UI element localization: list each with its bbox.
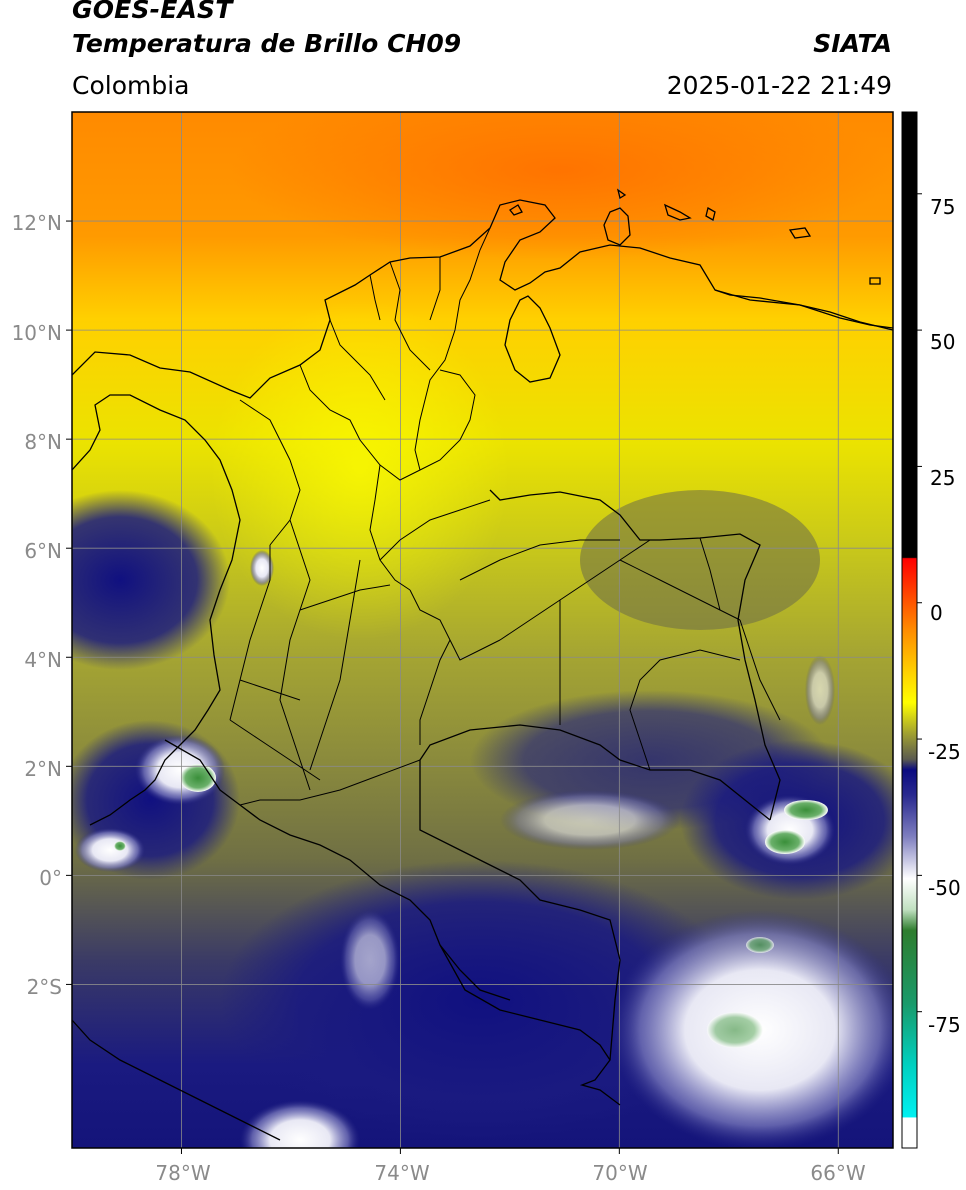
internal-department-lines <box>229 227 651 806</box>
lat-tick-label: 10°N <box>12 321 62 345</box>
lat-tick-label: 2°N <box>24 757 62 781</box>
lat-tick-label: 4°N <box>24 648 62 672</box>
islands <box>509 188 881 285</box>
graticule-grid <box>72 112 893 1148</box>
colorbar-tick-label: 25 <box>930 466 955 490</box>
latitude-axis: 12°N 10°N 8°N 6°N 4°N 2°N 0° 2°S <box>12 211 62 999</box>
lon-tick-label: 74°W <box>374 1161 429 1185</box>
coastline-borders <box>72 188 893 1141</box>
longitude-axis: 78°W 74°W 70°W 66°W <box>155 1161 865 1185</box>
brightness-temperature-field <box>72 112 893 1148</box>
map-frame <box>71 111 894 1149</box>
product-title: Temperatura de Brillo CH09 <box>72 29 462 58</box>
lon-tick-label: 78°W <box>155 1161 210 1185</box>
lat-tick-label: 12°N <box>12 211 62 235</box>
colorbar-scale <box>901 111 918 1149</box>
satellite-title: GOES-EAST <box>72 0 233 24</box>
colorbar-tick-label: -75 <box>928 1013 961 1037</box>
colorbar-tick-label: 50 <box>930 330 955 354</box>
maracaibo-lake <box>504 295 561 383</box>
lat-tick-label: 2°S <box>27 975 62 999</box>
region-label: Colombia <box>72 71 190 100</box>
colombia-ecuador-border <box>164 739 511 1001</box>
colombia-peru-border <box>439 944 621 1106</box>
colombia-venezuela-border <box>489 489 781 821</box>
colorbar-tick-label: 75 <box>930 195 955 219</box>
lon-tick-label: 70°W <box>592 1161 647 1185</box>
colorbar-ticks <box>917 193 922 1013</box>
lat-tick-label: 8°N <box>24 430 62 454</box>
lat-tick-label: 0° <box>39 866 62 890</box>
colorbar-tick-label: -50 <box>928 876 961 900</box>
colorbar-tick-label: 0 <box>930 601 943 625</box>
colorbar-tick-label: -25 <box>928 740 961 764</box>
organization-label: SIATA <box>813 29 892 58</box>
lat-tick-label: 6°N <box>24 539 62 563</box>
colorbar: 75 50 25 0 -25 -50 -75 <box>901 111 961 1149</box>
venezuela-internal-lines <box>619 537 781 771</box>
amazon-river-coast <box>72 1019 281 1141</box>
caribbean-coastline <box>72 199 893 399</box>
datetime-label: 2025-01-22 21:49 <box>666 71 892 100</box>
lon-tick-label: 66°W <box>810 1161 865 1185</box>
pacific-coastline <box>72 394 241 826</box>
northeast-coast <box>714 289 893 331</box>
